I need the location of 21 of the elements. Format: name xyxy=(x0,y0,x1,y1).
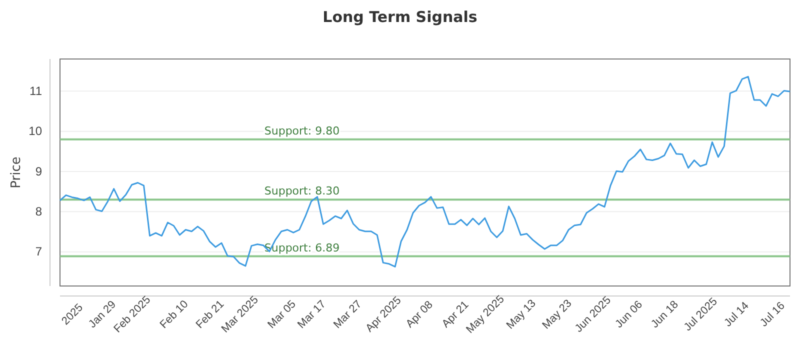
x-tick-label: Jun 06 xyxy=(613,298,645,331)
x-tick-label: Jul 16 xyxy=(758,300,788,330)
y-tick-label: 8 xyxy=(35,204,42,219)
y-tick-label: 11 xyxy=(30,84,42,98)
y-tick-label: 7 xyxy=(35,244,42,259)
x-tick-label: May 13 xyxy=(504,298,538,332)
chart-title: Long Term Signals xyxy=(322,8,478,26)
x-tick-label: Feb 10 xyxy=(158,298,191,331)
line-series xyxy=(59,76,791,268)
x-tick-label: Jul 14 xyxy=(722,300,752,330)
y-axis-title: Price xyxy=(9,156,24,188)
x-tick-label: Mar 05 xyxy=(266,298,298,331)
x-tick-label: Mar 27 xyxy=(331,298,364,331)
y-tick-label: 9 xyxy=(35,164,42,178)
x-tick-label: May 23 xyxy=(540,298,574,332)
x-tick-label: Apr 08 xyxy=(404,298,436,330)
y-tick-label: 10 xyxy=(28,124,42,138)
ref-line-label: Support: 8.30 xyxy=(264,184,340,198)
ref-line-label: Support: 9.80 xyxy=(264,124,340,138)
x-tick-label: Mar 17 xyxy=(296,298,328,331)
x-tick-label: Jun 18 xyxy=(649,298,681,331)
